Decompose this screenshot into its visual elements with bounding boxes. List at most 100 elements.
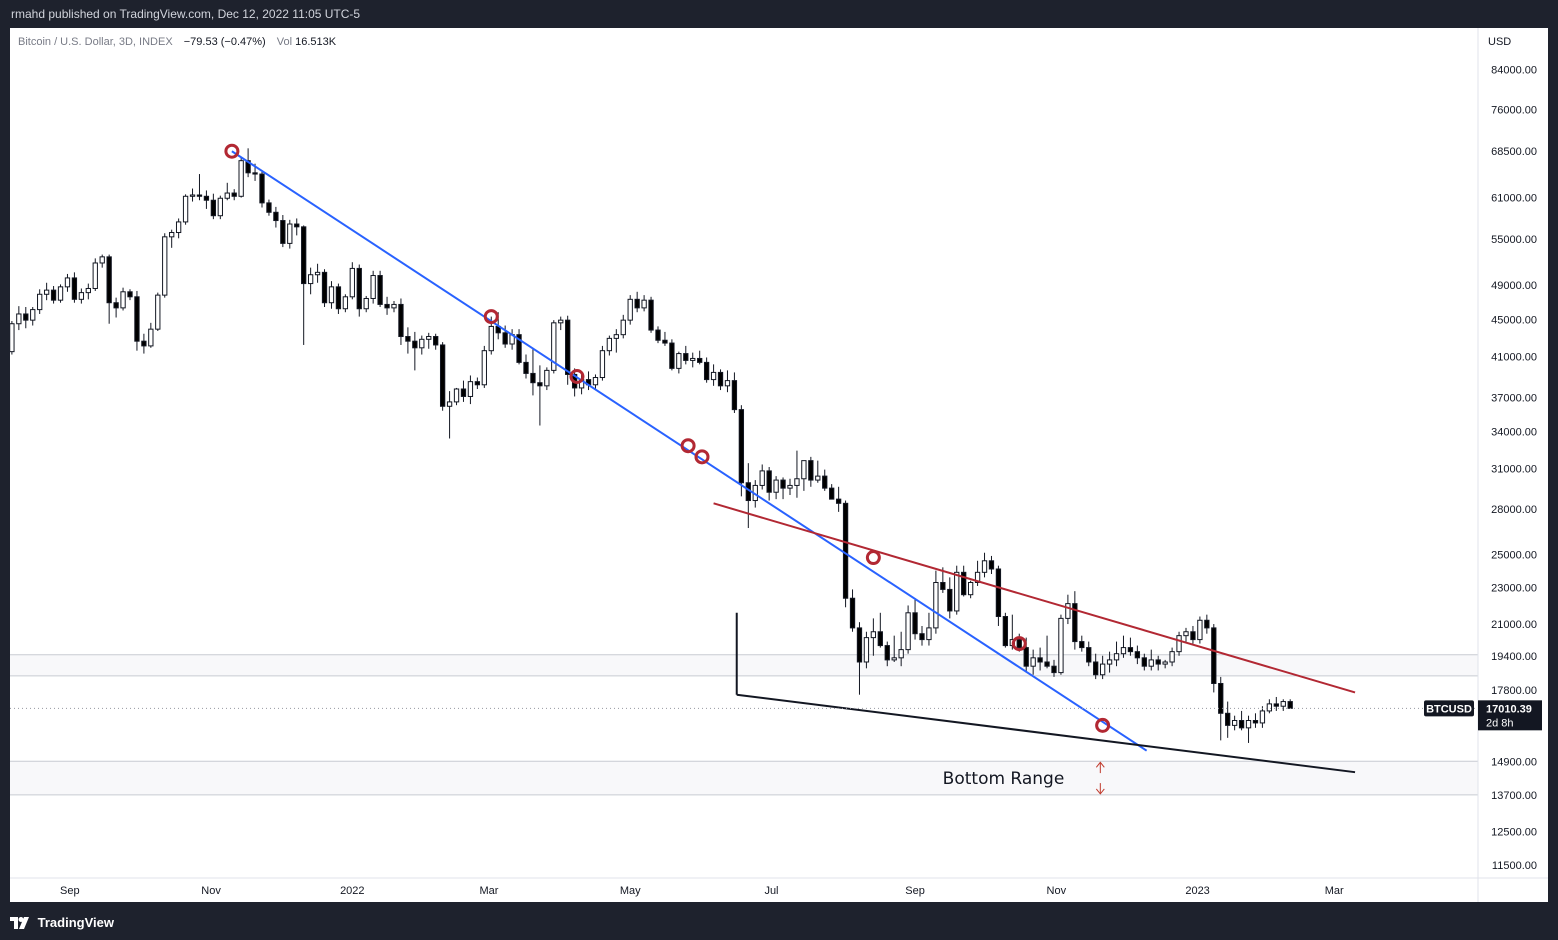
price-tag-symbol: BTCUSD — [1426, 703, 1472, 715]
candle — [92, 258, 98, 291]
time-axis[interactable]: Sep Nov 2022 Mar May Jul Sep Nov 2023 Mar — [10, 877, 1548, 897]
candle — [259, 171, 265, 208]
candle — [835, 486, 842, 512]
candle-body-down — [995, 568, 1002, 618]
candle — [1176, 631, 1182, 656]
candle-body-down — [856, 627, 863, 663]
candle — [634, 291, 640, 313]
candle — [328, 281, 335, 309]
candle-body-down — [1079, 641, 1085, 649]
candle — [1086, 641, 1092, 667]
candle — [1218, 676, 1224, 741]
candle — [981, 552, 988, 578]
candle — [210, 193, 217, 220]
time-tick-label: May — [620, 885, 641, 897]
touch-marker — [865, 550, 881, 566]
candle-body-up — [690, 357, 696, 361]
candle — [995, 565, 1002, 626]
candle — [294, 218, 300, 236]
candle-body-down — [1141, 657, 1147, 667]
candle-body-up — [613, 334, 619, 339]
candle — [1183, 627, 1189, 642]
candle — [203, 190, 210, 209]
candle — [363, 295, 369, 313]
candle — [196, 174, 203, 201]
candle-body-down — [530, 372, 536, 384]
price-tick-label: 49000.00 — [1491, 280, 1537, 292]
range-zone — [10, 654, 1478, 676]
candle-body-up — [169, 232, 175, 238]
candle-body-up — [967, 581, 974, 596]
price-axis[interactable]: 84000.00 76000.00 68500.00 61000.00 55000.00… — [1477, 28, 1537, 902]
price-tag-price-bg — [1478, 700, 1542, 731]
candle-body-up — [954, 571, 960, 612]
candle — [384, 296, 390, 315]
footer: TradingView — [0, 905, 1558, 939]
candle-body-up — [1120, 647, 1127, 655]
candle — [1093, 653, 1099, 680]
candle — [1273, 696, 1279, 711]
price-tag-value: 17010.39 — [1486, 703, 1532, 715]
candle-body-down — [1273, 703, 1279, 707]
candle — [641, 295, 647, 312]
candle — [766, 467, 772, 501]
candle-body-up — [481, 350, 487, 386]
touch-marker — [569, 368, 585, 384]
candle-body-up — [1280, 701, 1286, 707]
candle-body-up — [787, 484, 793, 489]
candle-body-down — [648, 299, 654, 331]
candle — [745, 463, 751, 529]
candle — [849, 589, 856, 632]
candle — [1134, 645, 1141, 665]
candle-body-up — [370, 275, 376, 299]
legend: Bitcoin / U.S. Dollar, 3D, INDEX −79.53 … — [18, 36, 337, 48]
candle — [134, 290, 140, 351]
candle — [349, 262, 355, 300]
candle-body-down — [398, 303, 404, 338]
candle-body-up — [287, 223, 293, 244]
candle — [189, 188, 196, 202]
candle — [120, 287, 126, 311]
candle-body-up — [85, 287, 91, 294]
candle — [85, 283, 91, 300]
candle-body-up — [801, 460, 807, 480]
svg-text:Bitcoin / U.S. Dollar, 3D, IND: Bitcoin / U.S. Dollar, 3D, INDEX −79.53 … — [18, 36, 337, 48]
candle — [231, 189, 237, 201]
candle — [592, 374, 599, 389]
range-zone — [10, 761, 1478, 795]
candle — [898, 631, 904, 667]
time-tick-label: Jul — [764, 885, 778, 897]
candle-body-up — [99, 256, 105, 264]
candle-body-down — [266, 202, 272, 213]
candle-body-down — [940, 581, 946, 590]
candle-body-up — [120, 291, 126, 309]
legend-symbol: Bitcoin / U.S. Dollar, 3D, INDEX — [18, 36, 173, 48]
price-chart[interactable]: Bottom Range Bitcoin / U.S. Dollar, 3D, … — [10, 28, 1548, 902]
candle — [1238, 710, 1245, 731]
candle — [398, 298, 404, 345]
candle — [273, 206, 279, 228]
candle-body-down — [738, 409, 745, 484]
candle-body-down — [842, 502, 849, 599]
candle — [856, 622, 863, 695]
candle — [1113, 641, 1120, 667]
publisher-line: rmahd published on TradingView.com, Dec … — [11, 7, 361, 21]
candle — [863, 631, 870, 669]
candle — [1002, 612, 1009, 648]
time-tick-label: Nov — [1047, 885, 1067, 897]
candle — [988, 555, 995, 575]
candle-body-down — [356, 267, 362, 310]
candle-body-up — [1183, 631, 1189, 637]
candle-body-down — [502, 332, 508, 345]
candle-body-up — [182, 195, 189, 223]
chart-frame[interactable]: Bottom Range Bitcoin / U.S. Dollar, 3D, … — [10, 28, 1548, 902]
candle-body-up — [627, 298, 633, 321]
candle — [1030, 649, 1036, 675]
candle-body-up — [307, 274, 314, 285]
candle-body-up — [419, 338, 425, 349]
candle — [446, 391, 453, 439]
candle — [57, 284, 64, 303]
price-tag: BTCUSD 17010.39 2d 8h — [1424, 700, 1542, 731]
candle — [558, 316, 564, 331]
price-tick-label: 14900.00 — [1491, 756, 1537, 768]
